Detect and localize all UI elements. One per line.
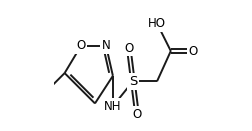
Text: O: O [132,108,142,121]
Text: NH: NH [104,100,122,113]
Text: S: S [129,75,137,88]
Text: HO: HO [148,17,166,30]
Text: O: O [124,42,133,55]
Text: N: N [102,39,110,52]
Text: O: O [188,45,197,58]
Text: O: O [77,39,86,52]
